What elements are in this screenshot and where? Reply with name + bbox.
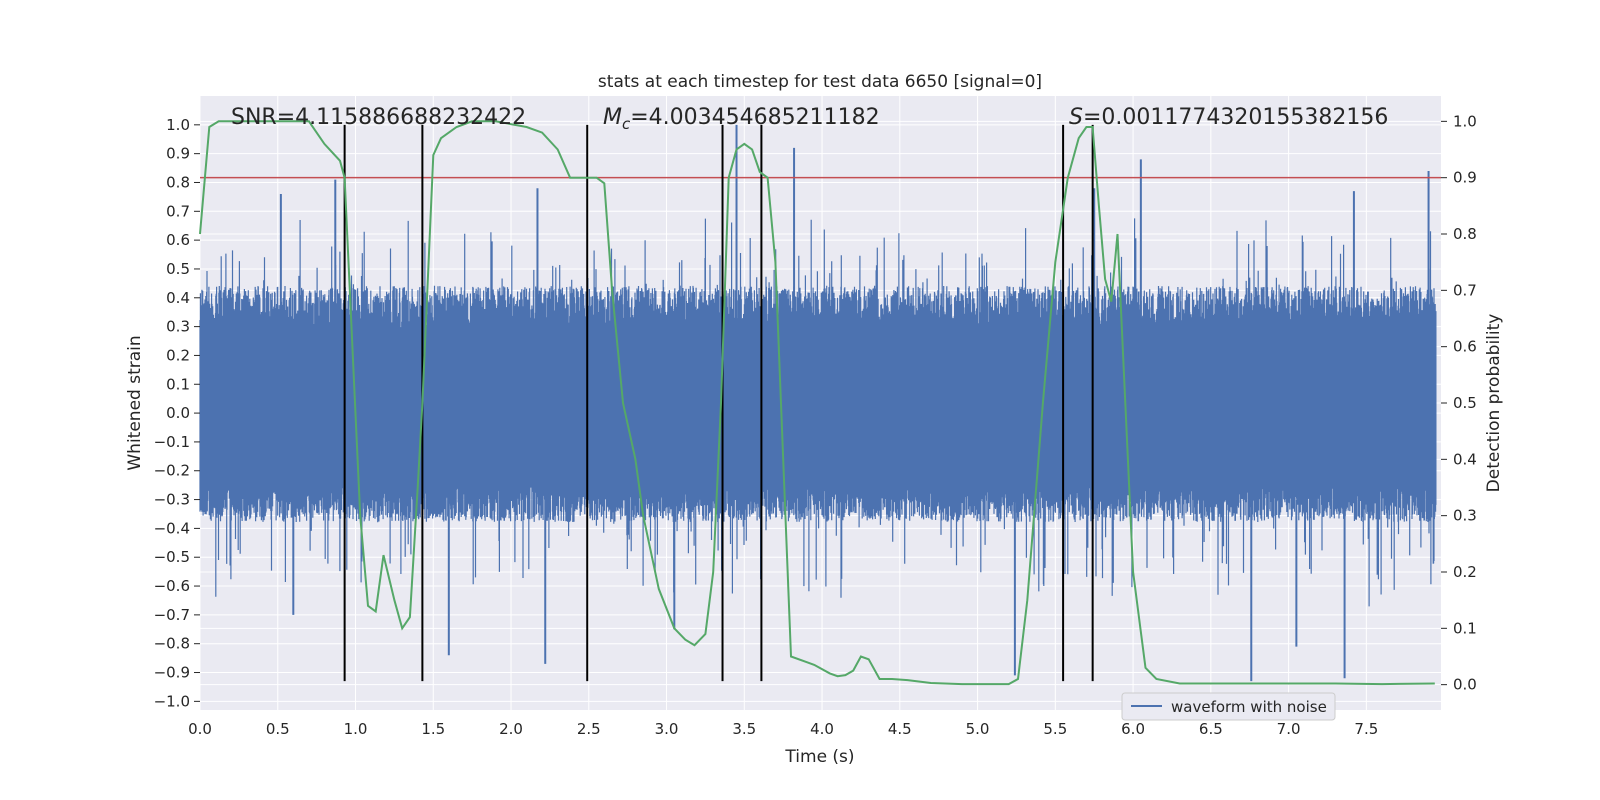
- y-tick-label: −0.1: [154, 433, 190, 451]
- x-tick-label: 3.0: [655, 720, 679, 738]
- y2-tick-label: 0.7: [1453, 281, 1477, 299]
- y2-tick-label: 0.9: [1453, 169, 1477, 187]
- x-tick-label: 6.5: [1199, 720, 1223, 738]
- snr-annotation: SNR=4.115886688232422: [231, 105, 526, 130]
- mc-value: =4.003454685211182: [630, 105, 879, 130]
- legend-label: waveform with noise: [1171, 698, 1327, 716]
- x-tick-label: 7.0: [1277, 720, 1301, 738]
- waveform-series: [199, 124, 1437, 682]
- y2-tick-label: 0.3: [1453, 507, 1477, 525]
- y-tick-label: 0.0: [166, 404, 190, 422]
- x-tick-label: 6.0: [1121, 720, 1145, 738]
- y-tick-label: −0.2: [154, 462, 190, 480]
- mc-subscript: c: [622, 115, 631, 133]
- y2-tick-label: 0.5: [1453, 394, 1477, 412]
- x-tick-label: 2.0: [499, 720, 523, 738]
- y-tick-label: −0.3: [154, 491, 190, 509]
- mc-annotation: Mc=4.003454685211182: [603, 105, 880, 133]
- y-tick-label: −0.4: [154, 519, 190, 537]
- y-tick-label: 0.5: [166, 260, 190, 278]
- y-tick-label: 0.6: [166, 231, 190, 249]
- y-tick-label: 0.7: [166, 202, 190, 220]
- y2-axis-label: Detection probability: [1484, 314, 1504, 493]
- legend-box: [1121, 692, 1336, 721]
- y2-ticks: 1.0 0.9 0.8 0.7 0.6 0.5 0.4 0.3 0.2 0.1 0.0: [1441, 112, 1477, 694]
- probability-line: [199, 120, 1435, 686]
- y-tick-label: 0.4: [166, 289, 190, 307]
- x-tick-label: 4.0: [810, 720, 834, 738]
- y-tick-label: −0.9: [154, 664, 190, 682]
- x-tick-label: 1.5: [421, 720, 445, 738]
- y-tick-label: 0.9: [166, 145, 190, 163]
- x-tick-label: 5.5: [1043, 720, 1067, 738]
- x-tick-label: 3.5: [732, 720, 756, 738]
- s-annotation: S=0.0011774320155382156: [1069, 105, 1388, 130]
- y2-tick-label: 1.0: [1453, 112, 1477, 130]
- x-axis-label: Time (s): [784, 747, 854, 767]
- y-ticks: 1.0 0.9 0.8 0.7 0.6 0.5 0.4 0.3 0.2 0.1 0.0 −0.1 −0.…: [154, 116, 200, 710]
- y2-tick-label: 0.1: [1453, 619, 1477, 637]
- y-tick-label: −1.0: [154, 692, 190, 710]
- vertical-markers: [343, 124, 1094, 682]
- x-tick-label: 5.0: [966, 720, 990, 738]
- x-tick-label: 4.5: [888, 720, 912, 738]
- y-tick-label: −0.5: [154, 548, 190, 566]
- mc-symbol: M: [603, 105, 622, 130]
- probability-series: [199, 120, 1435, 686]
- y-tick-label: 0.8: [166, 173, 190, 191]
- y2-tick-label: 0.6: [1453, 338, 1477, 356]
- x-tick-label: 7.5: [1354, 720, 1378, 738]
- y-axis-label: Whitened strain: [125, 335, 145, 470]
- y-tick-label: −0.7: [154, 606, 190, 624]
- y-tick-label: 0.3: [166, 318, 190, 336]
- chart-title: stats at each timestep for test data 665…: [598, 72, 1042, 92]
- x-tick-label: 1.0: [344, 720, 368, 738]
- s-symbol: S: [1069, 105, 1083, 130]
- x-tick-label: 0.5: [266, 720, 290, 738]
- y-tick-label: −0.6: [154, 577, 190, 595]
- y-tick-label: 0.1: [166, 375, 190, 393]
- s-value: =0.0011774320155382156: [1083, 105, 1388, 130]
- y2-tick-label: 0.2: [1453, 563, 1477, 581]
- x-tick-label: 0.0: [188, 720, 212, 738]
- y-tick-label: −0.8: [154, 635, 190, 653]
- y-tick-label: 1.0: [166, 116, 190, 134]
- y-tick-label: 0.2: [166, 346, 190, 364]
- x-tick-label: 2.5: [577, 720, 601, 738]
- y2-tick-label: 0.4: [1453, 450, 1477, 468]
- waveform-line: [199, 218, 1437, 607]
- y2-tick-label: 0.8: [1453, 225, 1477, 243]
- legend: waveform with noise: [1121, 692, 1336, 721]
- y2-tick-label: 0.0: [1453, 676, 1477, 694]
- x-ticks: 0.0 0.5 1.0 1.5 2.0 2.5 3.0 3.5 4.0 4.5 5.0 5.5 6.0 6…: [188, 720, 1378, 738]
